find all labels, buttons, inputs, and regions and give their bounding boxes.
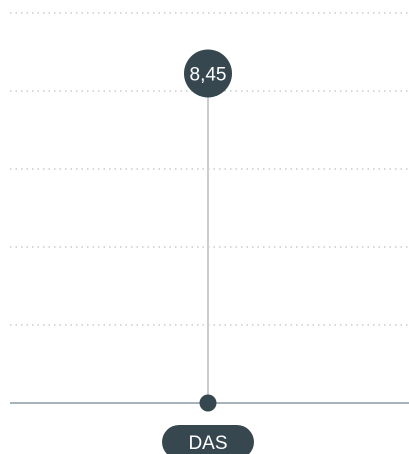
lollipop-value-marker[interactable] (184, 49, 232, 98)
data-label: 8,45 (190, 64, 227, 85)
category-label-pill (162, 425, 254, 454)
x-tick-label: DAS (188, 433, 227, 454)
lollipop-base-dot (199, 394, 217, 412)
data-marks: 8,45 DAS (162, 49, 254, 454)
